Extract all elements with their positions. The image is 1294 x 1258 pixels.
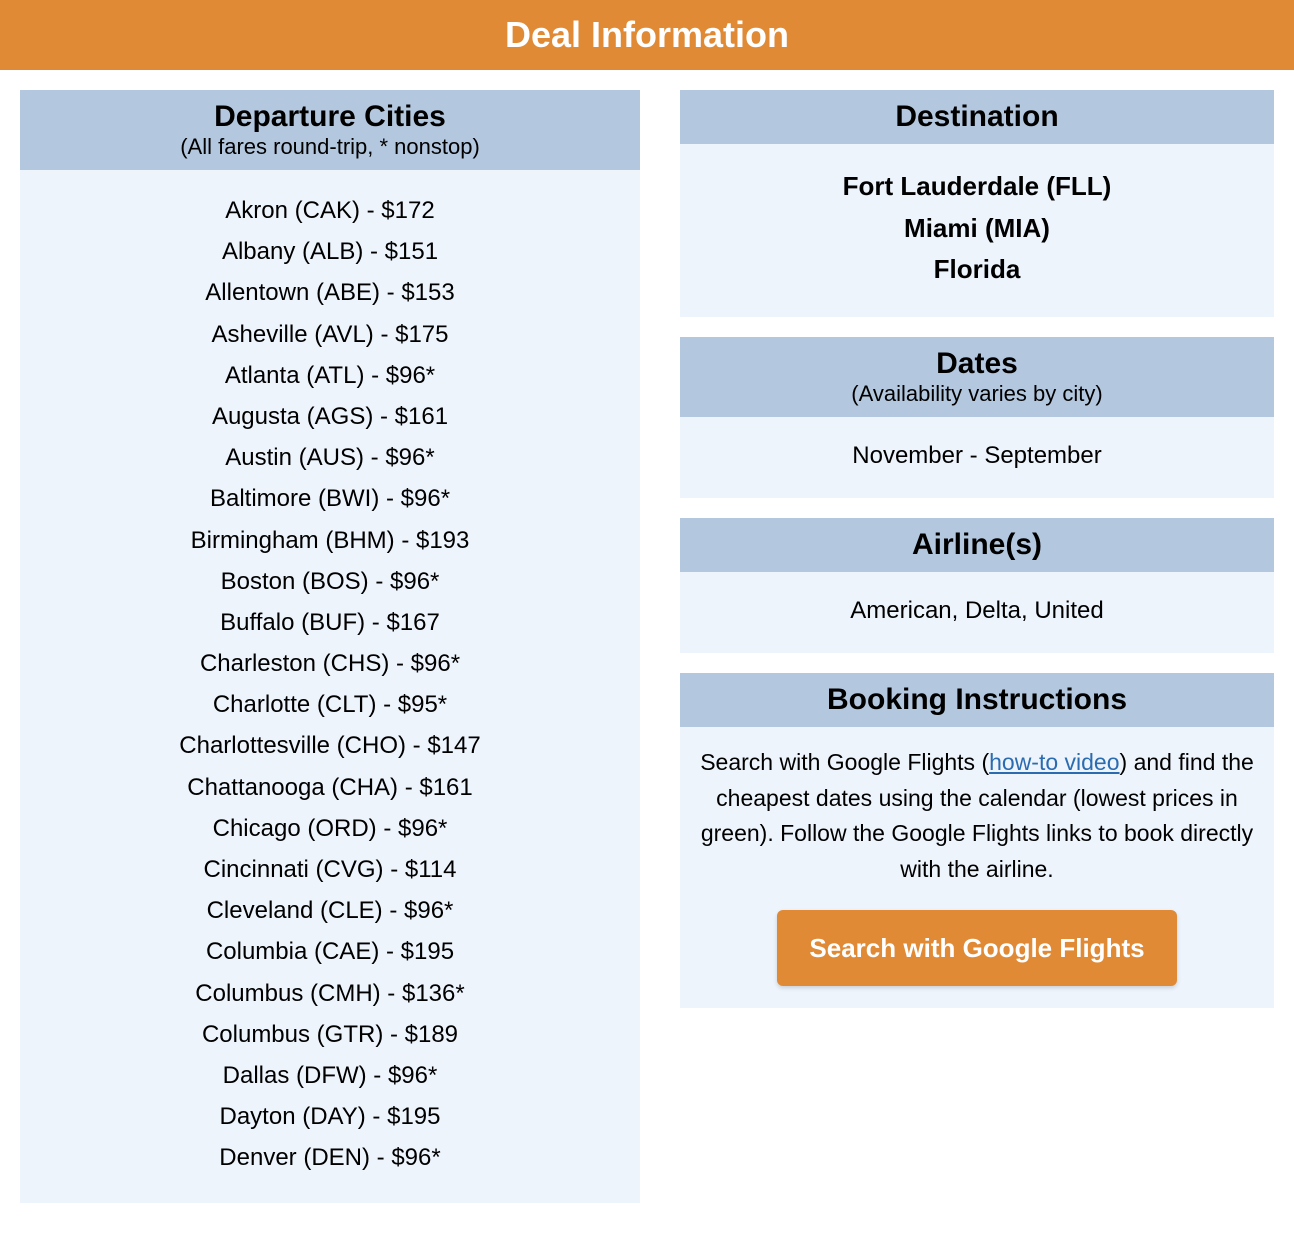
deal-info-banner: Deal Information [0,0,1294,70]
dates-header: Dates (Availability varies by city) [680,337,1274,417]
departure-list: Akron (CAK) - $172 Albany (ALB) - $151 All… [20,170,640,1203]
departure-city-item: Augusta (AGS) - $161 [38,398,622,435]
booking-body: Search with Google Flights (how-to video… [680,727,1274,1008]
search-google-flights-button[interactable]: Search with Google Flights [777,910,1176,986]
airlines-header: Airline(s) [680,518,1274,572]
departure-header: Departure Cities (All fares round-trip, … [20,90,640,170]
destination-card: Destination Fort Lauderdale (FLL)Miami (… [680,90,1274,317]
departure-city-item: Charlottesville (CHO) - $147 [38,727,622,764]
destination-line: Florida [698,249,1256,291]
destination-header: Destination [680,90,1274,144]
dates-value: November - September [680,417,1274,498]
departure-city-item: Columbus (CMH) - $136* [38,975,622,1012]
departure-city-item: Columbus (GTR) - $189 [38,1016,622,1053]
departure-city-item: Cincinnati (CVG) - $114 [38,851,622,888]
booking-header: Booking Instructions [680,673,1274,727]
airlines-card: Airline(s) American, Delta, United [680,518,1274,653]
dates-subtitle: (Availability varies by city) [694,381,1260,407]
column-left: Departure Cities (All fares round-trip, … [20,90,640,1203]
departure-city-item: Charleston (CHS) - $96* [38,645,622,682]
departure-city-item: Denver (DEN) - $96* [38,1139,622,1176]
departure-city-item: Allentown (ABE) - $153 [38,274,622,311]
content-wrap: Departure Cities (All fares round-trip, … [0,70,1294,1223]
dates-card: Dates (Availability varies by city) Nove… [680,337,1274,498]
dates-title: Dates [694,347,1260,381]
departure-city-item: Dallas (DFW) - $96* [38,1057,622,1094]
column-right: Destination Fort Lauderdale (FLL)Miami (… [680,90,1274,1203]
departure-city-item: Buffalo (BUF) - $167 [38,604,622,641]
how-to-video-link[interactable]: how-to video [989,749,1119,775]
airlines-title: Airline(s) [694,528,1260,562]
departure-city-item: Birmingham (BHM) - $193 [38,522,622,559]
departure-city-item: Columbia (CAE) - $195 [38,933,622,970]
departure-city-item: Baltimore (BWI) - $96* [38,480,622,517]
departure-city-item: Asheville (AVL) - $175 [38,316,622,353]
banner-title: Deal Information [505,14,789,55]
airlines-value: American, Delta, United [680,572,1274,653]
destination-line: Fort Lauderdale (FLL) [698,166,1256,208]
destination-title: Destination [694,100,1260,134]
destination-body: Fort Lauderdale (FLL)Miami (MIA)Florida [680,144,1274,317]
booking-text-before: Search with Google Flights ( [700,749,989,775]
departure-card: Departure Cities (All fares round-trip, … [20,90,640,1203]
departure-city-item: Dayton (DAY) - $195 [38,1098,622,1135]
booking-card: Booking Instructions Search with Google … [680,673,1274,1008]
departure-city-item: Akron (CAK) - $172 [38,192,622,229]
departure-title: Departure Cities [34,100,626,134]
departure-city-item: Albany (ALB) - $151 [38,233,622,270]
departure-city-item: Boston (BOS) - $96* [38,563,622,600]
departure-city-item: Chattanooga (CHA) - $161 [38,769,622,806]
departure-city-item: Austin (AUS) - $96* [38,439,622,476]
departure-subtitle: (All fares round-trip, * nonstop) [34,134,626,160]
booking-title: Booking Instructions [694,683,1260,717]
departure-city-item: Cleveland (CLE) - $96* [38,892,622,929]
departure-city-item: Charlotte (CLT) - $95* [38,686,622,723]
destination-line: Miami (MIA) [698,208,1256,250]
departure-city-item: Chicago (ORD) - $96* [38,810,622,847]
departure-city-item: Atlanta (ATL) - $96* [38,357,622,394]
